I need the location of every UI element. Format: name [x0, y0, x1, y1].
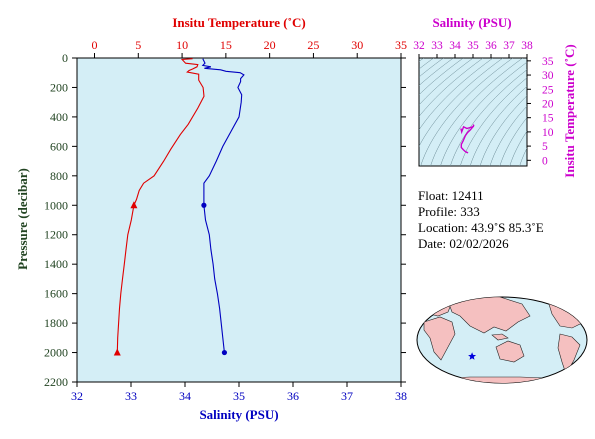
salinity-tick-label: 38 — [395, 389, 407, 403]
salinity-tick-label: 34 — [179, 389, 191, 403]
pressure-tick-label: 2000 — [44, 346, 68, 360]
antarctica-landmass — [420, 377, 590, 385]
temperature-tick-label: 35 — [395, 38, 407, 52]
pressure-tick-label: 200 — [50, 80, 68, 94]
temperature-tick-label: 25 — [307, 38, 319, 52]
date: Date: 02/02/2026 — [418, 236, 544, 252]
pressure-tick-label: 400 — [50, 110, 68, 124]
ts-salinity-tick-label: 34 — [449, 40, 461, 52]
density-contour — [520, 58, 595, 166]
ts-temperature-tick-label: 0 — [542, 155, 548, 167]
salinity-tick-label: 35 — [233, 389, 245, 403]
profile-number: Profile: 333 — [418, 204, 544, 220]
greenland-landmass — [562, 294, 574, 303]
pressure-tick-label: 600 — [50, 139, 68, 153]
float-id: Float: 12411 — [418, 188, 544, 204]
density-contour — [589, 58, 595, 166]
salinity-tick-label: 32 — [71, 389, 83, 403]
float-info-panel: Float: 12411 Profile: 333 Location: 43.9… — [418, 188, 544, 252]
ts-salinity-tick-label: 35 — [467, 40, 479, 52]
salinity-tick-label: 33 — [125, 389, 137, 403]
pressure-axis-title: Pressure (decibar) — [15, 168, 30, 270]
pressure-tick-label: 1600 — [44, 287, 68, 301]
ts-salinity-tick-label: 32 — [413, 40, 425, 52]
temperature-tick-label: 10 — [176, 38, 188, 52]
temperature-tick-label: 30 — [351, 38, 363, 52]
salinity-marker — [201, 203, 206, 208]
pressure-tick-label: 1000 — [44, 198, 68, 212]
temperature-tick-label: 0 — [92, 38, 98, 52]
ts-salinity-tick-label: 37 — [503, 40, 515, 52]
ts-temperature-axis-title: Insitu Temperature (˚C) — [562, 44, 577, 177]
pressure-tick-label: 800 — [50, 169, 68, 183]
ts-temperature-tick-label: 20 — [542, 98, 554, 110]
salinity-tick-label: 37 — [341, 389, 353, 403]
pressure-tick-label: 2200 — [44, 375, 68, 389]
salinity-marker — [222, 350, 227, 355]
ts-salinity-tick-label: 36 — [485, 40, 497, 52]
temperature-axis-title: Insitu Temperature (˚C) — [172, 15, 305, 30]
ts-temperature-tick-label: 25 — [542, 84, 554, 96]
ts-plot-area — [419, 58, 527, 166]
pressure-tick-label: 1200 — [44, 228, 68, 242]
location: Location: 43.9˚S 85.3˚E — [418, 220, 544, 236]
ts-salinity-tick-label: 38 — [521, 40, 533, 52]
salinity-axis-title: Salinity (PSU) — [199, 407, 278, 422]
main-plot: 0 5 10 15 20 25 30 35 32 33 34 35 36 37 38 0 200 400 600 80… — [15, 15, 407, 422]
ts-temperature-tick-label: 15 — [542, 113, 554, 125]
temperature-tick-label: 20 — [264, 38, 276, 52]
pressure-tick-label: 1800 — [44, 316, 68, 330]
ts-temperature-tick-label: 10 — [542, 127, 554, 139]
temperature-tick-label: 5 — [135, 38, 141, 52]
world-map — [417, 294, 590, 385]
density-contour — [579, 58, 595, 166]
pressure-tick-label: 1400 — [44, 257, 68, 271]
ts-temperature-tick-label: 30 — [542, 70, 554, 82]
main-plot-area — [77, 58, 401, 382]
ts-salinity-tick-label: 33 — [431, 40, 443, 52]
pressure-tick-label: 0 — [62, 51, 68, 65]
ts-salinity-axis-title: Salinity (PSU) — [432, 15, 511, 30]
salinity-tick-label: 36 — [287, 389, 299, 403]
temperature-tick-label: 15 — [220, 38, 232, 52]
ts-temperature-tick-label: 5 — [542, 141, 548, 153]
ts-temperature-tick-label: 35 — [542, 56, 554, 68]
